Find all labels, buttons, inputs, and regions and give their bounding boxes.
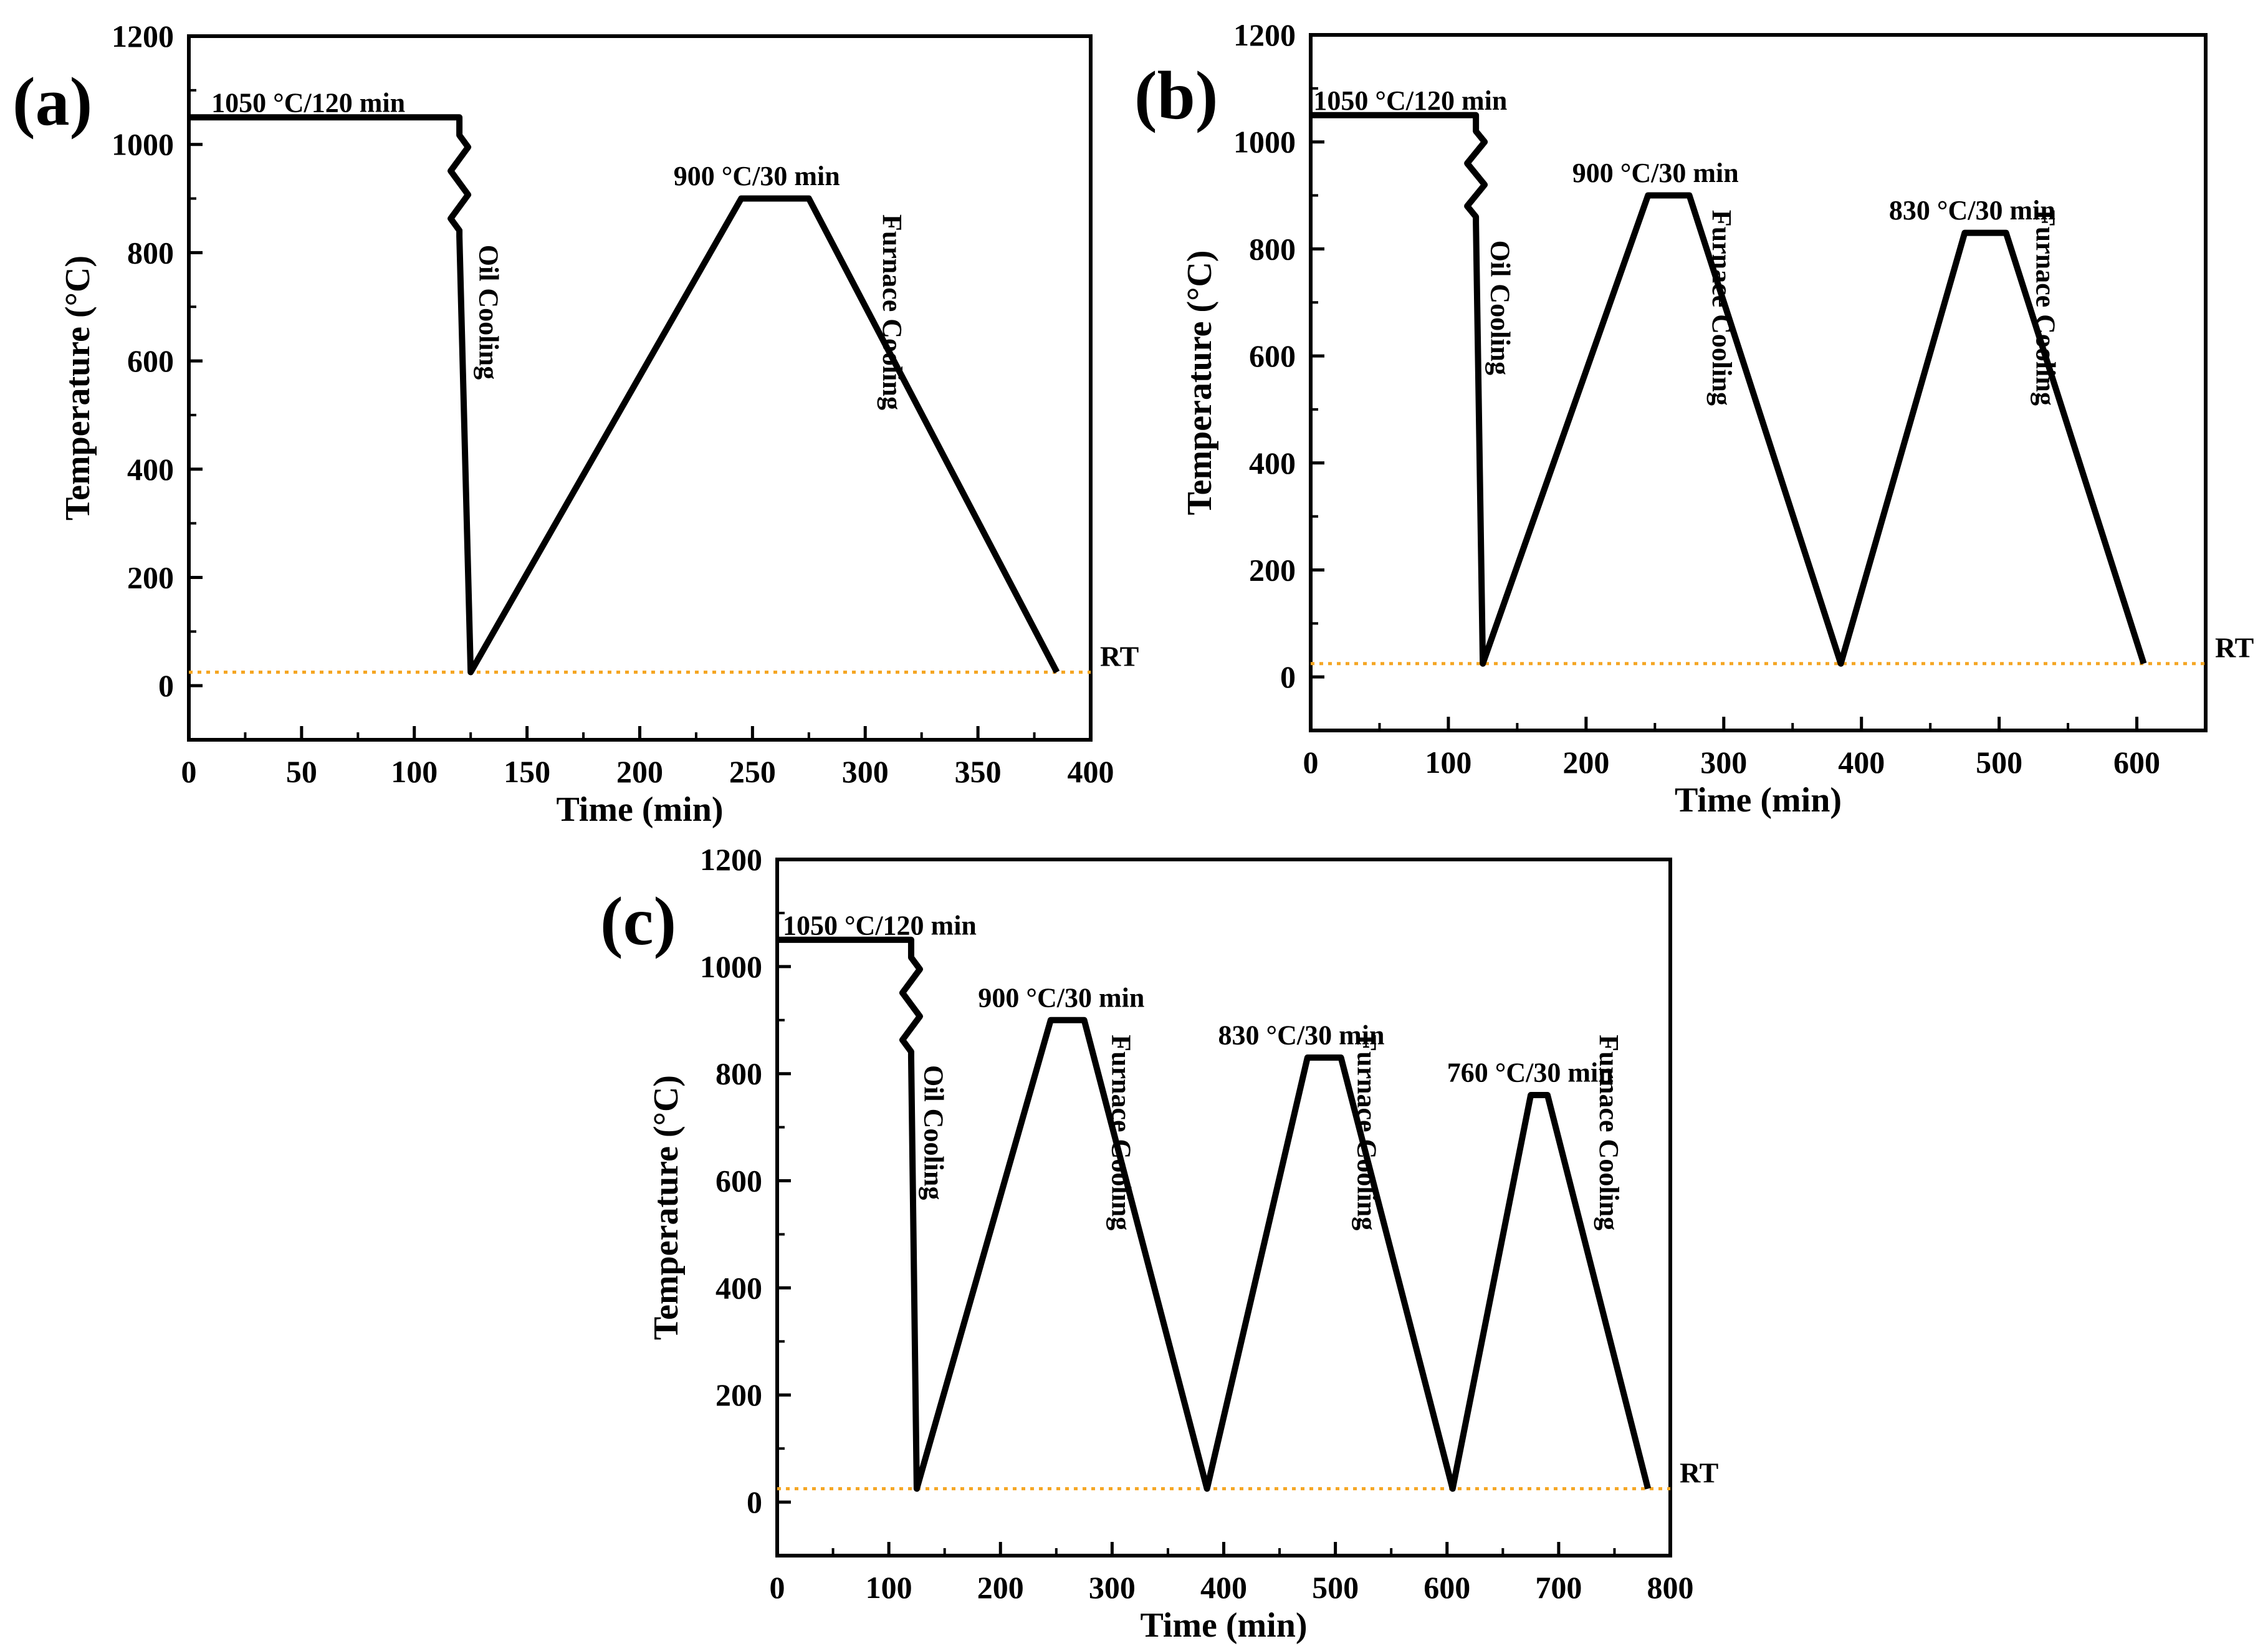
plot-frame bbox=[187, 34, 1093, 742]
x-tick-label: 0 bbox=[1303, 745, 1319, 780]
y-tick-label: 400 bbox=[127, 452, 174, 487]
x-tick-label: 150 bbox=[504, 754, 550, 789]
profile-line bbox=[1311, 112, 2147, 667]
profile-line bbox=[777, 936, 1652, 1492]
y-tick-label: 800 bbox=[127, 235, 174, 270]
y-tick-label: 400 bbox=[1249, 446, 1296, 481]
hold-annotation: 900 °C/30 min bbox=[1572, 158, 1739, 188]
x-tick-label: 200 bbox=[977, 1570, 1024, 1605]
rt-label: RT bbox=[1100, 640, 1139, 672]
y-axis-label: Temperature (°C) bbox=[1180, 250, 1219, 515]
y-tick-label: 1200 bbox=[700, 842, 762, 877]
x-axis-label: Time (min) bbox=[556, 790, 723, 829]
process-annotation: Furnace Cooling bbox=[877, 214, 907, 410]
y-tick-label: 200 bbox=[127, 560, 174, 595]
chart-panel-c: 0 100 200 300 400 500 600 700 800 0 200 400 600 800 10… bbox=[600, 842, 1718, 1645]
y-tick-label: 800 bbox=[715, 1056, 762, 1091]
rt-label: RT bbox=[1680, 1457, 1718, 1489]
x-tick-label: 600 bbox=[1423, 1570, 1470, 1605]
y-tick-label: 1200 bbox=[1233, 17, 1296, 52]
x-tick-label: 100 bbox=[866, 1570, 912, 1605]
x-tick-label: 500 bbox=[1312, 1570, 1359, 1605]
x-tick-label: 200 bbox=[616, 754, 663, 789]
y-tick-label: 0 bbox=[747, 1485, 762, 1519]
hold-annotation: 760 °C/30 min bbox=[1447, 1058, 1614, 1088]
panel-label: (c) bbox=[600, 883, 676, 959]
process-annotation: Furnace Cooling bbox=[1594, 1035, 1624, 1230]
y-tick-label: 600 bbox=[715, 1164, 762, 1199]
profile-line bbox=[189, 114, 1060, 676]
x-tick-label: 0 bbox=[770, 1570, 785, 1605]
y-axis-label: Temperature (°C) bbox=[59, 256, 97, 520]
panel-label: (b) bbox=[1134, 57, 1218, 133]
y-tick-label: 1000 bbox=[700, 949, 762, 984]
hold-annotation: 900 °C/30 min bbox=[978, 982, 1144, 1013]
process-annotation: Furnace Cooling bbox=[1706, 210, 1737, 406]
plot-frame bbox=[1309, 33, 2208, 732]
x-axis-label: Time (min) bbox=[1140, 1606, 1307, 1645]
y-tick-label: 800 bbox=[1249, 231, 1296, 266]
x-tick-label: 100 bbox=[1425, 745, 1471, 780]
y-tick-label: 200 bbox=[715, 1377, 762, 1412]
process-annotation: Furnace Cooling bbox=[2030, 210, 2060, 406]
x-tick-label: 400 bbox=[1838, 745, 1885, 780]
x-tick-label: 100 bbox=[391, 754, 438, 789]
x-tick-label: 300 bbox=[842, 754, 889, 789]
x-tick-label: 400 bbox=[1068, 754, 1114, 789]
hold-annotation: 1050 °C/120 min bbox=[783, 910, 977, 940]
y-tick-label: 0 bbox=[1280, 659, 1296, 694]
y-tick-label: 200 bbox=[1249, 552, 1296, 587]
x-axis-label: Time (min) bbox=[1675, 781, 1842, 820]
y-axis-label: Temperature (°C) bbox=[647, 1075, 686, 1340]
hold-annotation: 830 °C/30 min bbox=[1218, 1020, 1385, 1050]
process-annotation: Oil Cooling bbox=[474, 245, 504, 380]
panel-label: (a) bbox=[12, 64, 92, 140]
y-tick-label: 0 bbox=[158, 668, 174, 703]
process-annotation: Furnace Cooling bbox=[1351, 1035, 1382, 1230]
x-tick-label: 200 bbox=[1562, 745, 1609, 780]
process-annotation: Furnace Cooling bbox=[1106, 1035, 1136, 1230]
rt-label: RT bbox=[2215, 632, 2254, 664]
y-tick-label: 1000 bbox=[112, 127, 174, 162]
y-tick-label: 400 bbox=[715, 1270, 762, 1305]
x-tick-label: 50 bbox=[286, 754, 317, 789]
process-annotation: Oil Cooling bbox=[1485, 241, 1515, 375]
y-tick-label: 600 bbox=[1249, 338, 1296, 373]
process-annotation: Oil Cooling bbox=[918, 1065, 949, 1200]
x-tick-label: 500 bbox=[1976, 745, 2022, 780]
x-tick-label: 250 bbox=[729, 754, 776, 789]
x-tick-label: 300 bbox=[1700, 745, 1747, 780]
hold-annotation: 1050 °C/120 min bbox=[1313, 85, 1507, 116]
x-tick-label: 700 bbox=[1535, 1570, 1582, 1605]
chart-panel-a: 0 50 100 150 200 250 300 350 400 0 200 400 600 800 100… bbox=[12, 19, 1139, 829]
x-tick-label: 400 bbox=[1200, 1570, 1247, 1605]
chart-panel-b: 0 100 200 300 400 500 600 0 200 400 600 800 1000 1200… bbox=[1134, 17, 2254, 820]
hold-annotation: 900 °C/30 min bbox=[674, 161, 840, 191]
hold-annotation: 1050 °C/120 min bbox=[211, 88, 405, 118]
x-tick-label: 350 bbox=[955, 754, 1002, 789]
x-tick-label: 600 bbox=[2113, 745, 2160, 780]
x-tick-label: 0 bbox=[181, 754, 197, 789]
y-tick-label: 600 bbox=[127, 343, 174, 378]
x-tick-label: 300 bbox=[1089, 1570, 1136, 1605]
hold-annotation: 830 °C/30 min bbox=[1889, 195, 2055, 226]
x-tick-label: 800 bbox=[1647, 1570, 1694, 1605]
y-tick-label: 1000 bbox=[1233, 125, 1296, 160]
y-tick-label: 1200 bbox=[112, 19, 174, 54]
